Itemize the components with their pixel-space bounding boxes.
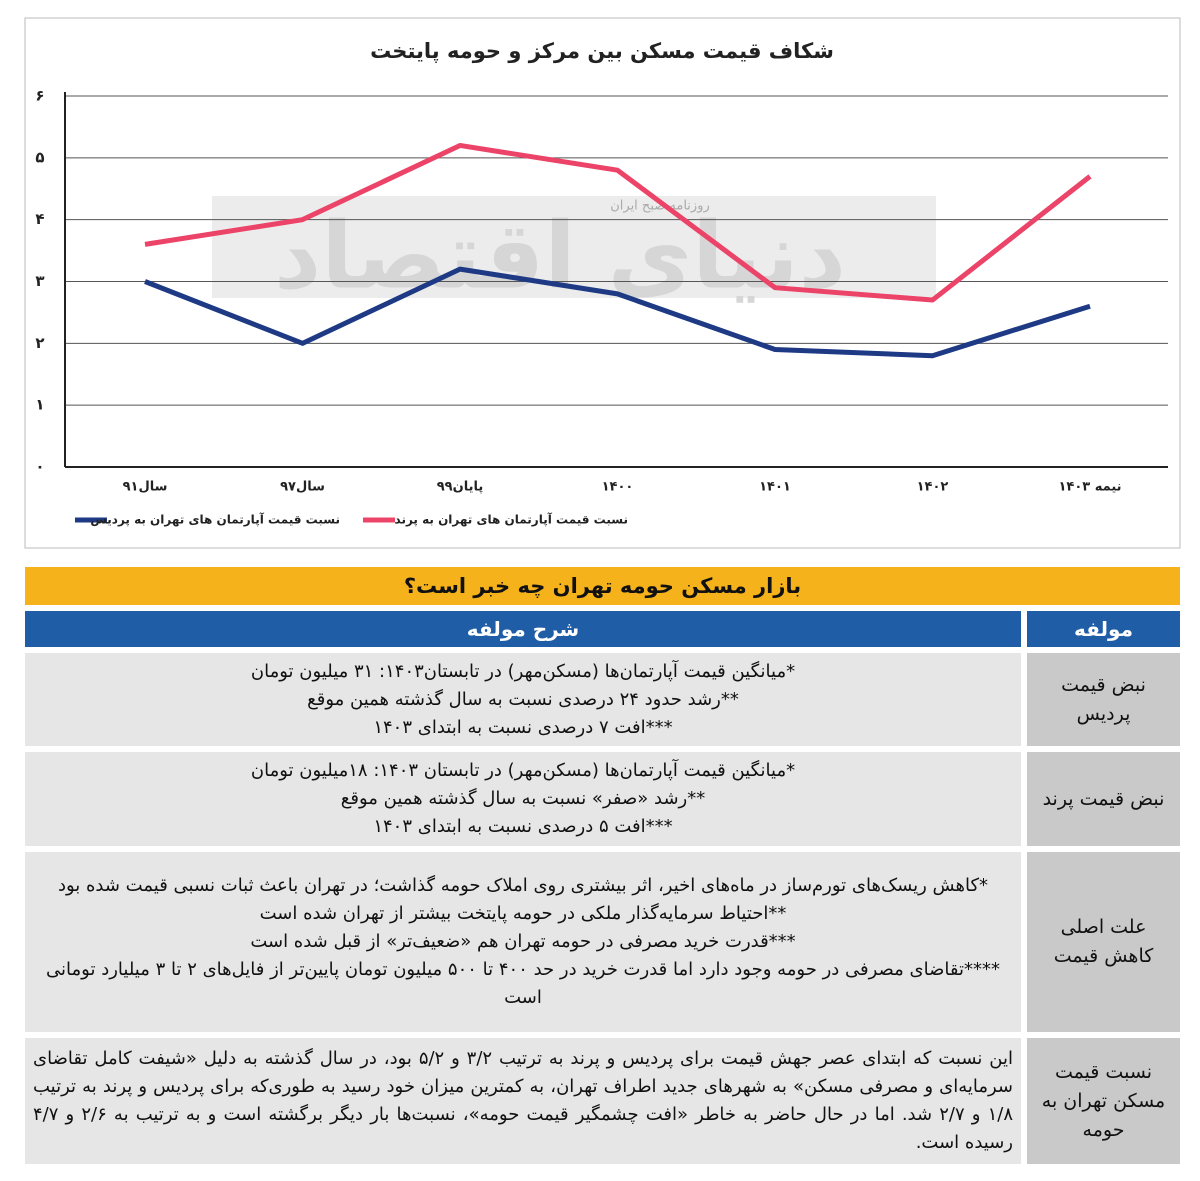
desc-line: *کاهش ریسک‌های تورم‌ساز در ماه‌های اخیر،…: [57, 875, 989, 896]
watermark-brand: دنیای اقتصاد: [274, 202, 846, 309]
desc-line: ****تقاضای مصرفی در حومه وجود دارد اما ق…: [46, 959, 1000, 1008]
desc-line: **احتیاط سرمایه‌گذار ملکی در حومه پایتخت…: [259, 903, 787, 924]
row-label-cell: نبض قیمت پردیس: [1027, 653, 1180, 746]
row-label: نبض قیمت پرند: [1042, 787, 1165, 810]
x-tick-label: ۱۴۰۱: [759, 480, 791, 495]
row-desc-cell: *کاهش ریسک‌های تورم‌ساز در ماه‌های اخیر،…: [25, 852, 1021, 1032]
x-tick-label: سال۹۷: [280, 480, 325, 495]
header-text: شرح مولفه: [466, 617, 580, 641]
y-tick-label: ۴: [35, 210, 44, 228]
legend-label: نسبت قیمت آپارتمان های تهران به پردیس: [90, 512, 340, 527]
desc-line: ***افت ۵ درصدی نسبت به ابتدای ۱۴۰۳: [373, 816, 673, 837]
y-tick-label: ۰: [35, 458, 44, 476]
legend-label: نسبت قیمت آپارتمان های تهران به پرند: [395, 512, 628, 527]
x-tick-label: ۱۴۰۲: [917, 480, 949, 495]
desc-line: *میانگین قیمت آپارتمان‌ها (مسکن‌مهر) در …: [250, 660, 796, 682]
series-line: [144, 266, 1091, 359]
row-label-cell: علت اصلی کاهش قیمت: [1027, 852, 1180, 1032]
x-tick-label: نیمه ۱۴۰۳: [1058, 480, 1121, 495]
series-line: [144, 142, 1092, 303]
x-tick-label: ۱۴۰۰: [602, 480, 634, 495]
row-desc-cell: *میانگین قیمت آپارتمان‌ها (مسکن‌مهر) در …: [25, 752, 1021, 846]
chart-title: شکاف قیمت مسکن بین مرکز و حومه پایتخت: [370, 39, 834, 63]
row-label: نسبت قیمت مسکن تهران به حومه: [1041, 1060, 1166, 1141]
y-tick-label: ۳: [35, 272, 44, 290]
header-cell: شرح مولفه: [25, 611, 1021, 647]
y-tick-label: ۵: [35, 148, 44, 166]
row-label-cell: نسبت قیمت مسکن تهران به حومه: [1027, 1038, 1180, 1164]
watermark-tagline: روزنامه صبح ایران: [610, 199, 710, 214]
desc-line: این نسبت که ابتدای عصر جهش قیمت برای پرد…: [33, 1048, 1014, 1153]
row-desc-cell: این نسبت که ابتدای عصر جهش قیمت برای پرد…: [25, 1038, 1021, 1164]
row-label-cell: نبض قیمت پرند: [1027, 752, 1180, 846]
row-label: نبض قیمت پردیس: [1061, 673, 1146, 725]
row-label: علت اصلی کاهش قیمت: [1053, 916, 1154, 967]
y-tick-label: ۶: [35, 87, 44, 105]
x-tick-label: سال۹۱: [123, 480, 168, 495]
y-tick-label: ۱: [35, 396, 44, 414]
x-tick-label: پایان۹۹: [437, 480, 484, 495]
table-title-bar: بازار مسکن حومه تهران چه خبر است؟: [25, 567, 1180, 605]
desc-line: **رشد «صفر» نسبت به سال گذشته همین موقع: [340, 788, 706, 809]
y-tick-label: ۲: [35, 334, 44, 352]
chart: دنیای اقتصاد روزنامه صبح ایران شکاف قیمت…: [24, 17, 1181, 549]
row-desc-cell: *میانگین قیمت آپارتمان‌ها (مسکن‌مهر) در …: [25, 653, 1021, 746]
desc-line: ***قدرت خرید مصرفی در حومه تهران هم «ضعی…: [250, 931, 796, 952]
desc-line: ***افت ۷ درصدی نسبت به ابتدای ۱۴۰۳: [373, 716, 673, 738]
header-cell: مولفه: [1027, 611, 1180, 647]
header-text: مولفه: [1074, 617, 1133, 641]
desc-line: *میانگین قیمت آپارتمان‌ها (مسکن‌مهر) در …: [250, 760, 796, 781]
desc-line: **رشد حدود ۲۴ درصدی نسبت به سال گذشته هم…: [307, 688, 739, 710]
table-title: بازار مسکن حومه تهران چه خبر است؟: [403, 574, 802, 598]
